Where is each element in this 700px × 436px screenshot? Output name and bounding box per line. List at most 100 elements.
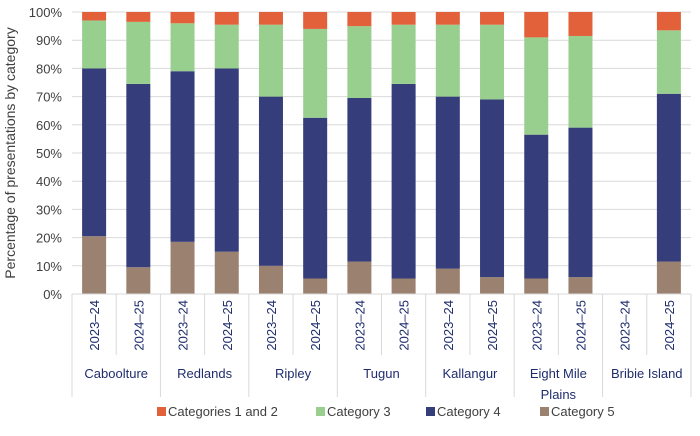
x-tick-label: 2024–25 <box>397 300 412 351</box>
bar-segment <box>480 277 505 294</box>
bar-segment <box>480 24 505 100</box>
x-tick-label: 2023–24 <box>529 300 544 351</box>
bar-segment <box>303 28 328 118</box>
y-tick-label: 80% <box>36 61 62 76</box>
bar-segment <box>82 20 107 69</box>
y-tick-label: 40% <box>36 174 62 189</box>
group-label: Eight Mile <box>530 366 587 381</box>
bar-segment <box>82 68 107 237</box>
legend-label: Category 3 <box>327 404 391 419</box>
group-label: Caboolture <box>84 366 148 381</box>
legend-swatch <box>540 407 549 416</box>
bar-segment <box>435 268 460 294</box>
bar-segment <box>126 267 151 294</box>
bar-segment <box>170 71 195 242</box>
x-tick-label: 2024–25 <box>308 300 323 351</box>
bar-segment <box>303 117 328 279</box>
bar-segment <box>303 278 328 294</box>
bar-segment <box>568 12 593 36</box>
y-tick-label: 70% <box>36 90 62 105</box>
legend-swatch <box>157 407 166 416</box>
x-tick-label: 2023–24 <box>176 300 191 351</box>
y-axis-label: Percentage of presentations by category <box>2 27 18 278</box>
bar-segment <box>126 12 151 22</box>
bar-segment <box>391 24 416 84</box>
bar-segment <box>524 134 549 279</box>
bar-segment <box>82 236 107 294</box>
bar-segment <box>258 96 283 266</box>
x-tick-label: 2023–24 <box>441 300 456 351</box>
bar-segment <box>82 12 107 21</box>
y-tick-label: 0% <box>43 287 62 302</box>
y-tick-label: 20% <box>36 231 62 246</box>
bar-segment <box>656 12 681 31</box>
x-tick-label: 2023–24 <box>618 300 633 351</box>
bar-segment <box>170 23 195 72</box>
legend-item: Category 3 <box>316 404 391 419</box>
x-tick-label: 2023–24 <box>87 300 102 351</box>
bar-segment <box>347 98 372 262</box>
bar-segment <box>524 12 549 38</box>
bar-segment <box>435 12 460 25</box>
bar-segment <box>435 96 460 269</box>
legend-label: Categories 1 and 2 <box>168 404 278 419</box>
bar-segment <box>568 277 593 294</box>
gridlines <box>72 11 691 295</box>
bar-segment <box>126 83 151 268</box>
bar-segment <box>568 127 593 278</box>
bar-segment <box>214 251 239 294</box>
group-label: Bribie Island <box>611 366 683 381</box>
x-tick-label: 2024–25 <box>220 300 235 351</box>
y-tick-label: 50% <box>36 146 62 161</box>
bar-segment <box>214 68 239 252</box>
x-tick-label: 2024–25 <box>131 300 146 351</box>
bar-segment <box>126 21 151 84</box>
group-label: Plains <box>541 387 577 402</box>
bar-segment <box>170 241 195 294</box>
bar-segment <box>568 35 593 128</box>
bar-segment <box>258 12 283 25</box>
bar-segment <box>524 278 549 294</box>
bar-segment <box>656 93 681 262</box>
legend-item: Category 5 <box>540 404 615 419</box>
legend-item: Category 4 <box>426 404 501 419</box>
y-axis-ticks: 0% 10% 20% 30% 40% 50% 60% 70% 80% 90% 100% <box>29 5 63 302</box>
bar-segment <box>214 24 239 69</box>
bar-segment <box>170 12 195 24</box>
legend-swatch <box>316 407 325 416</box>
y-tick-label: 10% <box>36 259 62 274</box>
y-tick-label: 90% <box>36 33 62 48</box>
bar-segment <box>435 24 460 97</box>
bar-segment <box>391 83 416 279</box>
legend-label: Category 5 <box>551 404 615 419</box>
bar-segment <box>656 261 681 294</box>
x-axis: 2023–24 2024–25 Caboolture 2023–24 2024–25 Re… <box>71 293 692 402</box>
x-tick-label: 2024–25 <box>573 300 588 351</box>
bar-segment <box>480 12 505 25</box>
group-label: Tugun <box>363 366 399 381</box>
bar-segment <box>258 265 283 294</box>
x-tick-label: 2024–25 <box>662 300 677 351</box>
legend: Categories 1 and 2 Category 3 Category 4 Ca… <box>157 404 615 419</box>
x-tick-label: 2024–25 <box>485 300 500 351</box>
legend-item: Categories 1 and 2 <box>157 404 278 419</box>
bar-segment <box>303 12 328 29</box>
bar-segment <box>258 24 283 97</box>
legend-label: Category 4 <box>437 404 501 419</box>
bar-segment <box>347 12 372 27</box>
bar-segment <box>391 12 416 25</box>
bar-segment <box>347 26 372 99</box>
y-tick-label: 100% <box>29 5 63 20</box>
x-tick-label: 2023–24 <box>352 300 367 351</box>
group-label: Ripley <box>275 366 312 381</box>
bar-segment <box>656 30 681 94</box>
group-label: Redlands <box>177 366 232 381</box>
bar-segment <box>524 37 549 135</box>
bar-segment <box>347 261 372 294</box>
y-tick-label: 60% <box>36 118 62 133</box>
bar-segment <box>480 99 505 278</box>
group-label: Kallangur <box>442 366 498 381</box>
x-tick-label: 2023–24 <box>264 300 279 351</box>
bars <box>82 12 681 294</box>
